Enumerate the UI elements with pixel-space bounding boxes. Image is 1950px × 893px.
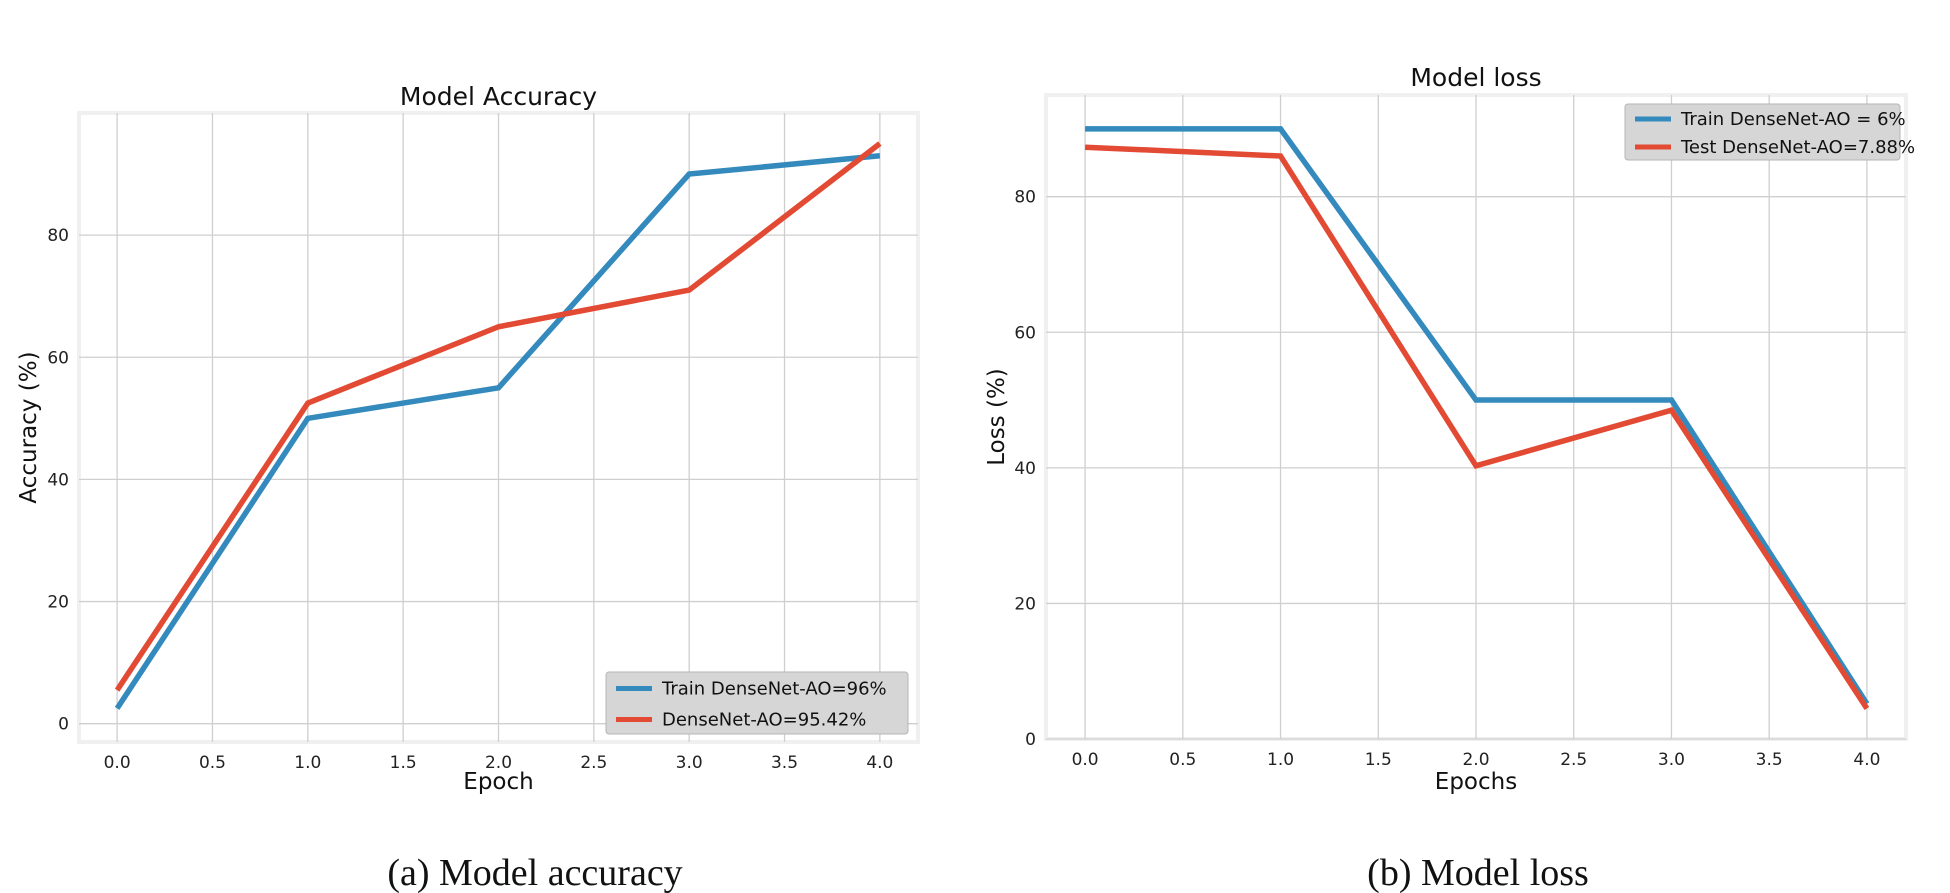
legend-label: Train DenseNet-AO=96% (661, 679, 887, 700)
y-axis-label: Loss (%) (984, 368, 1010, 466)
x-tick-label: 1.0 (294, 753, 321, 773)
x-tick-label: 2.5 (1560, 750, 1587, 770)
y-tick-label: 40 (1014, 459, 1036, 479)
y-tick-label: 20 (1014, 594, 1036, 614)
y-tick-label: 0 (58, 715, 69, 735)
y-tick-label: 20 (47, 593, 69, 613)
x-tick-label: 3.0 (676, 753, 703, 773)
legend-label: DenseNet-AO=95.42% (662, 710, 866, 731)
accuracy-chart: 0.0 0.5 1.0 1.5 2.0 2.5 3.0 3.5 4.0 0 20 40 60 80 Mode… (16, 82, 920, 893)
chart-title: Model Accuracy (400, 82, 597, 111)
x-tick-label: 2.0 (485, 753, 512, 773)
x-tick-label: 1.5 (390, 753, 417, 773)
x-tick-label: 3.0 (1658, 750, 1685, 770)
legend: Train DenseNet-AO=96% DenseNet-AO=95.42% (605, 671, 909, 735)
x-tick-label: 0.5 (199, 753, 226, 773)
y-tick-label: 0 (1025, 730, 1036, 750)
figure-caption: (a) Model accuracy (387, 852, 682, 893)
x-axis-label: Epoch (463, 769, 533, 795)
legend-box (605, 671, 909, 735)
x-tick-label: 2.0 (1462, 750, 1489, 770)
x-tick-label: 0.0 (1072, 750, 1099, 770)
y-tick-label: 80 (47, 226, 69, 246)
x-tick-label: 4.0 (1853, 750, 1880, 770)
chart-title: Model loss (1410, 63, 1541, 92)
x-axis-label: Epochs (1435, 769, 1517, 795)
x-tick-label: 0.5 (1169, 750, 1196, 770)
x-tick-label: 4.0 (866, 753, 893, 773)
loss-chart: 0.0 0.5 1.0 1.5 2.0 2.5 3.0 3.5 4.0 0 20 40 60 80 Mode… (984, 63, 1915, 893)
y-tick-label: 60 (1014, 323, 1036, 343)
legend: Train DenseNet-AO = 6% Test DenseNet-AO=7… (1624, 103, 1915, 161)
y-axis-label: Accuracy (%) (16, 351, 42, 503)
y-tick-label: 40 (47, 470, 69, 490)
legend-label: Train DenseNet-AO = 6% (1680, 109, 1906, 130)
x-tick-label: 2.5 (580, 753, 607, 773)
x-tick-label: 1.5 (1365, 750, 1392, 770)
x-tick-label: 3.5 (771, 753, 798, 773)
x-tick-label: 3.5 (1756, 750, 1783, 770)
legend-label: Test DenseNet-AO=7.88% (1680, 137, 1915, 158)
legend-box (1624, 103, 1901, 161)
x-tick-label: 1.0 (1267, 750, 1294, 770)
y-tick-label: 60 (47, 348, 69, 368)
y-tick-label: 80 (1014, 188, 1036, 208)
figure-caption: (b) Model loss (1367, 852, 1589, 893)
x-tick-label: 0.0 (104, 753, 131, 773)
